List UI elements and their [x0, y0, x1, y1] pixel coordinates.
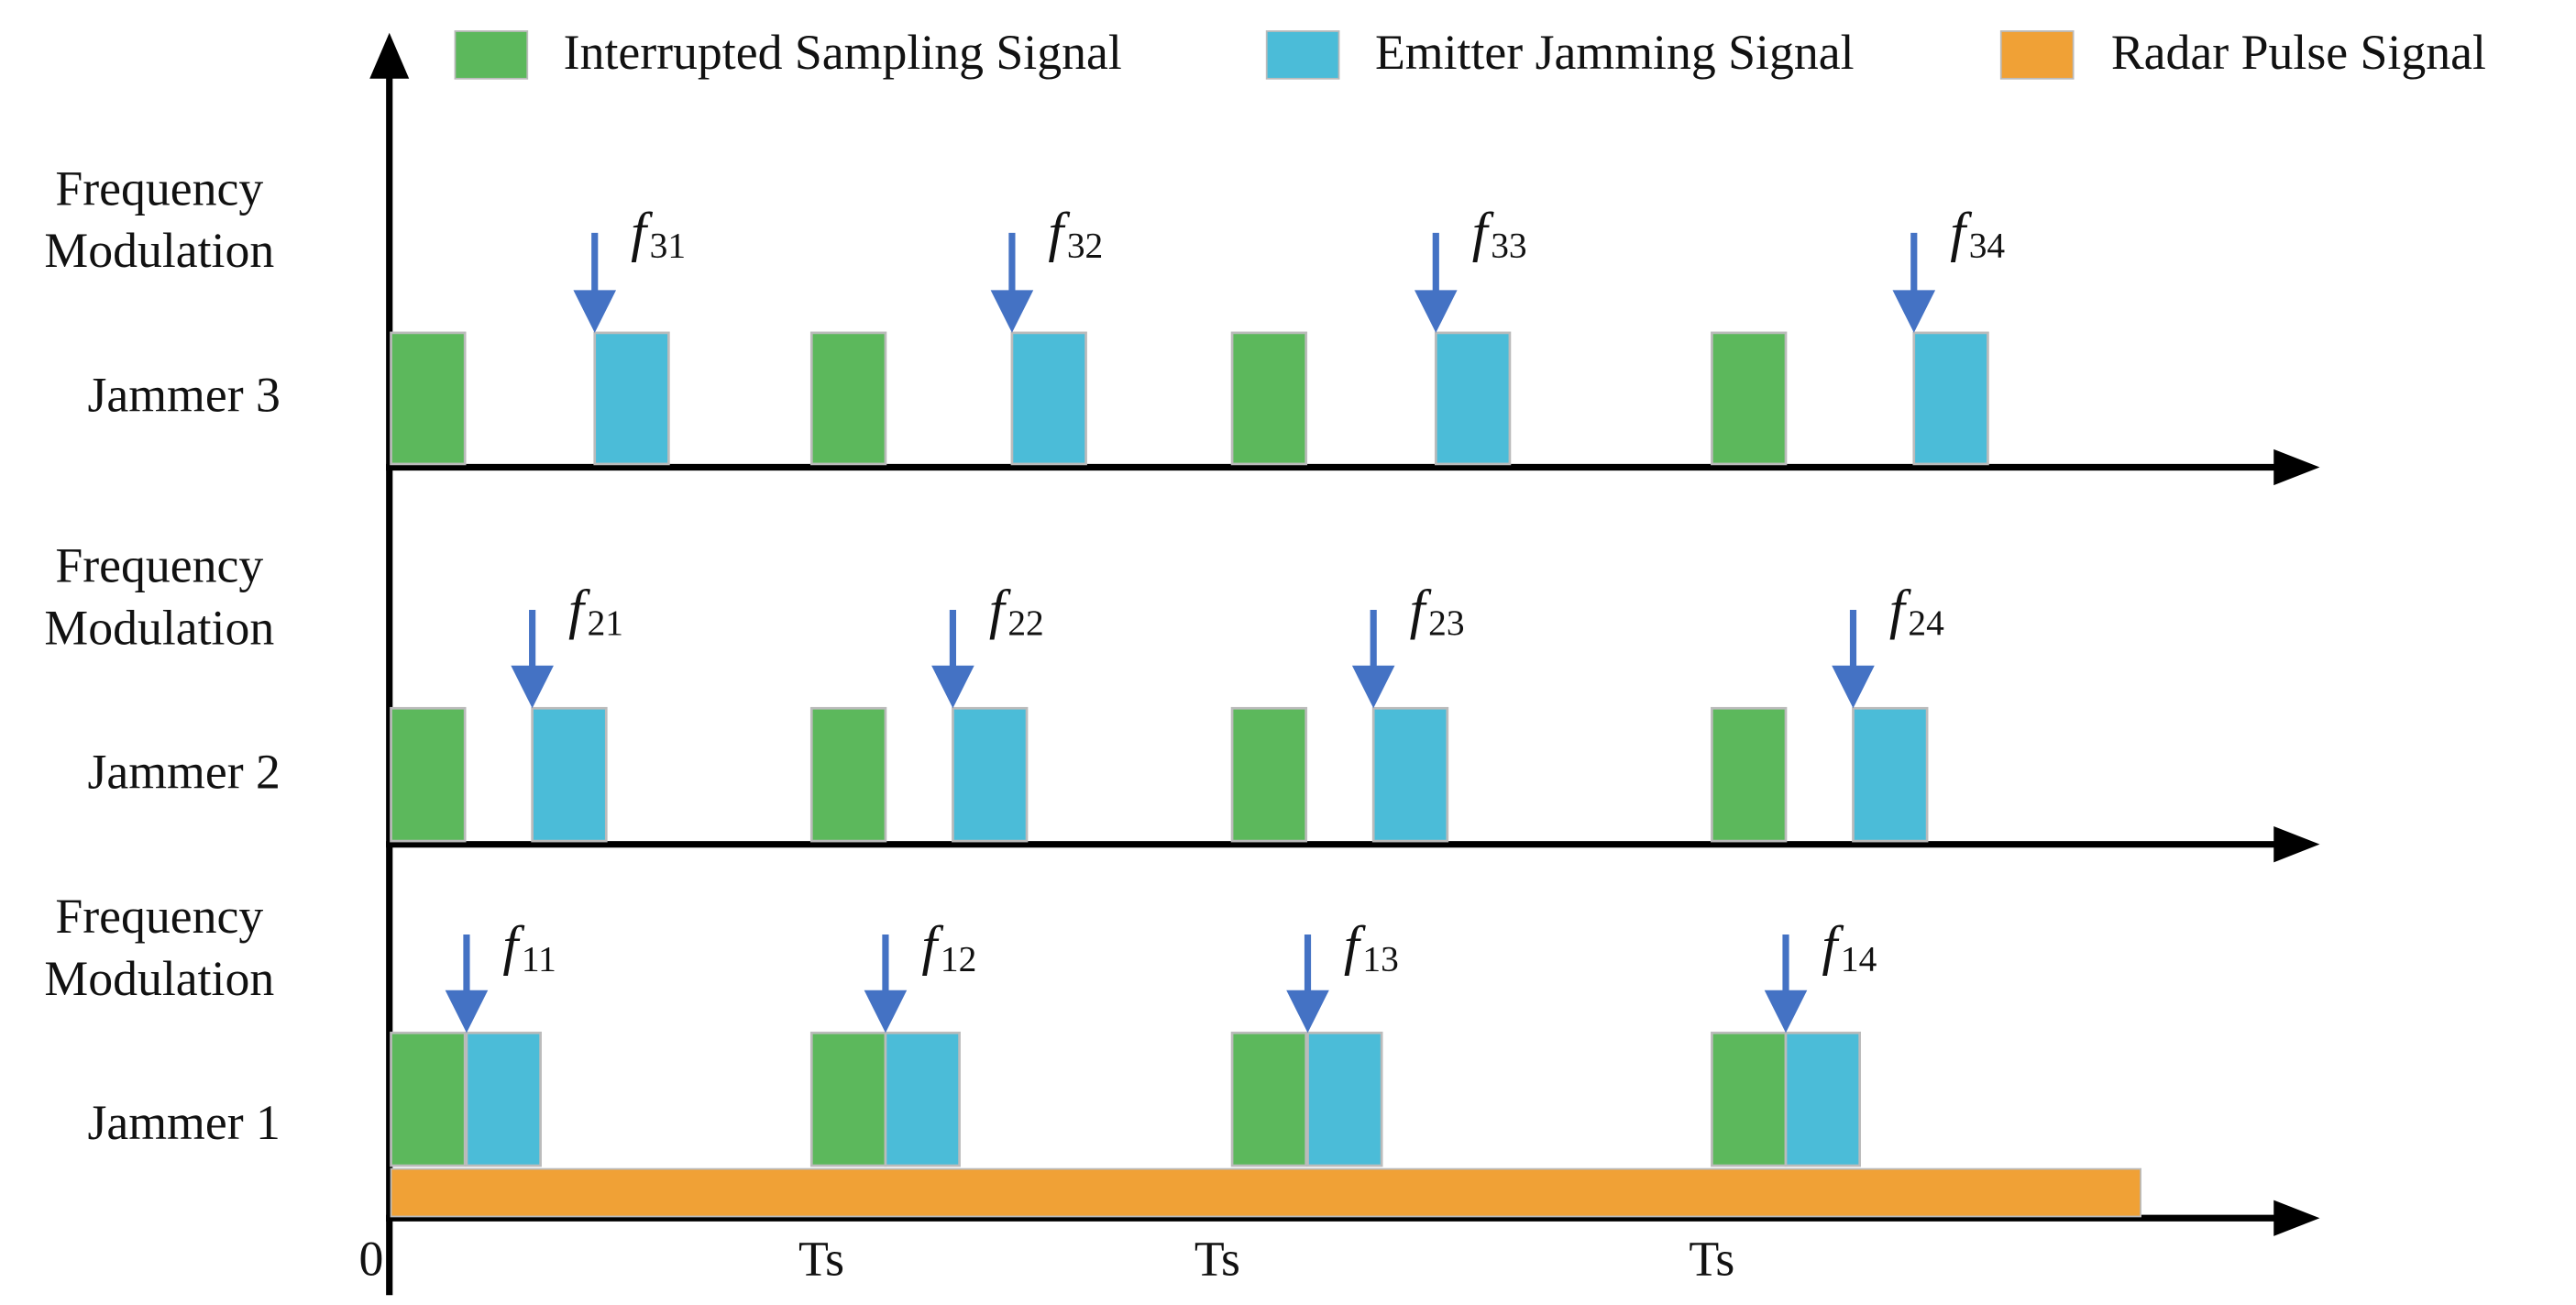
frequency-subscript: 14	[1841, 938, 1877, 979]
frequency-subscript: 33	[1491, 226, 1526, 266]
frequency-label: f 22	[989, 579, 1044, 643]
frequency-arrow-head	[445, 990, 489, 1034]
sampling-block	[390, 1031, 467, 1167]
frequency-arrow-head	[511, 665, 554, 709]
legend-label: Emitter Jamming Signal	[1375, 25, 1855, 80]
frequency-label: f 24	[1889, 579, 1944, 643]
radar-pulse	[390, 1167, 2141, 1218]
sampling-block	[1230, 331, 1308, 466]
legend-swatch	[454, 30, 529, 80]
legend-swatch	[1999, 30, 2075, 80]
frequency-label: f 21	[568, 579, 623, 643]
x-label: Ts	[1689, 1232, 1734, 1287]
frequency-subscript: 34	[1969, 226, 2006, 266]
jamming-block	[884, 1031, 961, 1167]
frequency-arrow-head	[1286, 990, 1329, 1034]
jamming-block	[1434, 331, 1512, 466]
jamming-block	[952, 706, 1029, 843]
frequency-arrow-head	[573, 290, 617, 333]
jamming-block	[1912, 331, 1989, 466]
jamming-block	[593, 331, 670, 466]
jammer-label: Jammer 1	[87, 1095, 280, 1150]
sampling-block	[390, 706, 467, 843]
frequency-subscript: 21	[588, 603, 623, 643]
modulation-label: Modulation	[44, 600, 274, 655]
x-label: Ts	[1194, 1232, 1240, 1287]
legend-swatch	[1265, 30, 1340, 80]
x-label: 0	[359, 1232, 384, 1287]
x-label: Ts	[798, 1232, 844, 1287]
frequency-arrow-head	[1764, 990, 1808, 1034]
frequency-label: f 34	[1950, 202, 2005, 266]
frequency-label: f 12	[921, 915, 976, 979]
frequency-arrow-head	[990, 290, 1034, 333]
frequency-subscript: 32	[1067, 226, 1103, 266]
frequency-label: f 11	[502, 915, 556, 979]
frequency-arrow-head	[1351, 665, 1395, 709]
frequency-subscript: 13	[1362, 938, 1398, 979]
time-axis-arrow	[2273, 825, 2320, 863]
modulation-label: Modulation	[44, 223, 274, 278]
jammer-label: Jammer 3	[87, 368, 280, 423]
jamming-block	[1306, 1031, 1383, 1167]
sampling-block	[809, 331, 887, 466]
sampling-block	[809, 706, 887, 843]
jamming-block	[1852, 706, 1929, 843]
sampling-block	[1711, 331, 1788, 466]
frequency-arrow-head	[864, 990, 908, 1034]
frequency-label: f 14	[1822, 915, 1877, 979]
time-axis-arrow	[2273, 1200, 2320, 1236]
jamming-block	[1784, 1031, 1861, 1167]
frequency-subscript: 23	[1428, 603, 1464, 643]
jamming-block	[1010, 331, 1087, 466]
sampling-block	[1711, 706, 1788, 843]
jamming-block	[531, 706, 608, 843]
frequency-subscript: 24	[1908, 603, 1944, 643]
jammer-label: Jammer 2	[87, 745, 280, 800]
frequency-arrow-head	[1414, 290, 1458, 333]
sampling-block	[1711, 1031, 1788, 1167]
frequency-subscript: 12	[941, 938, 976, 979]
sampling-block	[1230, 1031, 1308, 1167]
modulation-label: Modulation	[44, 951, 274, 1006]
modulation-label: Frequency	[55, 160, 263, 216]
jamming-block	[465, 1031, 542, 1167]
sampling-block	[809, 1031, 887, 1167]
sampling-block	[390, 331, 467, 466]
frequency-arrow-head	[931, 665, 974, 709]
frequency-subscript: 11	[522, 938, 556, 979]
y-axis-arrow	[369, 32, 410, 79]
frequency-arrow-head	[1892, 290, 1936, 333]
time-axis-arrow	[2273, 448, 2320, 486]
frequency-label: f 23	[1410, 579, 1465, 643]
frequency-label: f 31	[631, 202, 686, 266]
jamming-block	[1371, 706, 1449, 843]
sampling-block	[1230, 706, 1308, 843]
frequency-label: f 32	[1048, 202, 1103, 266]
legend-label: Radar Pulse Signal	[2111, 25, 2486, 80]
frequency-label: f 33	[1472, 202, 1527, 266]
frequency-subscript: 31	[650, 226, 686, 266]
frequency-subscript: 22	[1007, 603, 1043, 643]
legend-label: Interrupted Sampling Signal	[564, 25, 1122, 80]
modulation-label: Frequency	[55, 889, 263, 944]
frequency-arrow-head	[1832, 665, 1875, 709]
frequency-label: f 13	[1344, 915, 1399, 979]
modulation-label: Frequency	[55, 537, 263, 592]
